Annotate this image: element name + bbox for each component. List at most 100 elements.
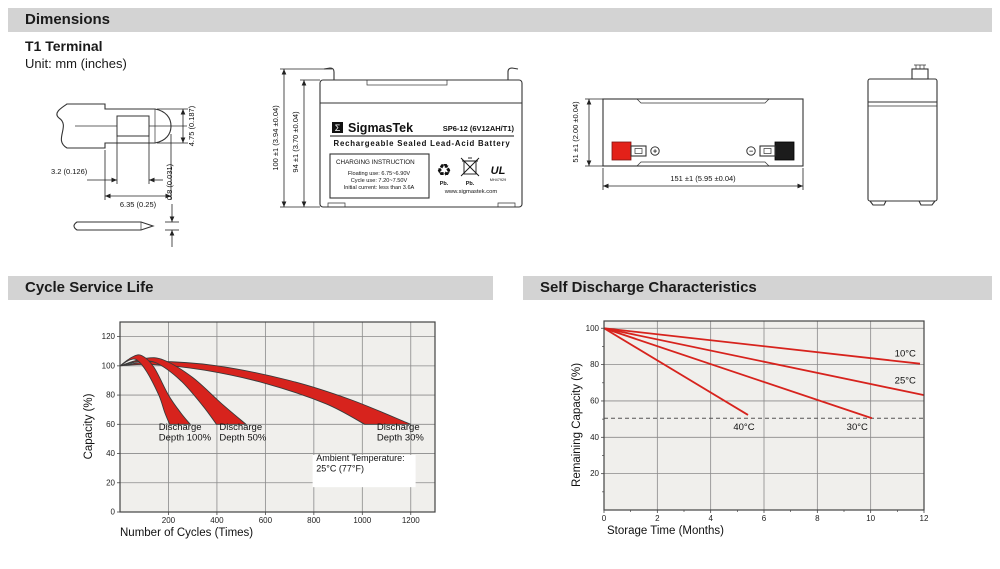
x-axis-label: Number of Cycles (Times) <box>120 527 253 539</box>
website: www.sigmastek.com <box>444 189 498 195</box>
svg-text:100: 100 <box>586 324 600 333</box>
svg-text:8: 8 <box>815 514 820 523</box>
charging-line-3: Initial current: less than 3.6A <box>344 185 415 191</box>
x-axis-label: Storage Time (Months) <box>607 525 724 537</box>
svg-text:800: 800 <box>307 516 321 525</box>
svg-text:20: 20 <box>590 469 599 478</box>
recycle-icon: ♻ <box>436 161 451 180</box>
side-terminal <box>911 68 929 80</box>
band <box>119 357 248 425</box>
svg-text:100: 100 <box>102 361 116 370</box>
battery-type-line: Rechargeable Sealed Lead-Acid Battery <box>334 139 511 148</box>
svg-text:Discharge: Discharge <box>219 422 262 433</box>
tick-labels: 0 2 4 6 8 10 12 20 40 60 80 100 <box>586 324 929 523</box>
temperature-label: 25°C <box>895 376 916 387</box>
svg-text:120: 120 <box>102 332 116 341</box>
hole-offset-dim: 3.2 (0.126) <box>51 167 88 176</box>
svg-text:40: 40 <box>106 449 115 458</box>
side-body <box>867 78 938 202</box>
temperature-line <box>603 327 925 397</box>
positive-terminal-block <box>611 141 632 161</box>
battery-front-view: 100 ±1 (3.94 ±0.04) 94 ±1 (3.70 ±0.04) Σ… <box>271 67 523 208</box>
svg-text:200: 200 <box>162 516 176 525</box>
svg-text:Depth 50%: Depth 50% <box>219 433 267 444</box>
charging-line-2: Cycle use: 7.20~7.50V <box>351 178 408 184</box>
svg-text:60: 60 <box>590 396 599 405</box>
svg-text:0: 0 <box>111 508 116 517</box>
terminal-side-profile <box>73 221 155 231</box>
charging-line-1: Floating use: 6.75~6.90V <box>348 171 411 177</box>
discharge-depth-bands <box>119 354 411 425</box>
negative-faston-tab <box>759 145 776 157</box>
svg-text:60: 60 <box>106 420 115 429</box>
recycle-pb-label: Pb. <box>440 181 449 187</box>
svg-text:2: 2 <box>655 514 660 523</box>
svg-text:80: 80 <box>106 391 115 400</box>
sigma-logo-icon: Σ <box>335 123 341 133</box>
unit-note: Unit: mm (inches) <box>25 56 127 71</box>
svg-text:25°C (77°F): 25°C (77°F) <box>316 463 364 473</box>
temperature-label: 10°C <box>895 348 916 359</box>
brand-logo-square <box>332 122 343 133</box>
band <box>119 361 411 425</box>
terminal-hole <box>116 115 150 137</box>
svg-text:Discharge: Discharge <box>377 422 420 433</box>
self-discharge-header: Self Discharge Characteristics <box>523 276 992 300</box>
temperature-line <box>603 327 921 365</box>
temperature-label: 30°C <box>847 422 868 433</box>
svg-text:10: 10 <box>866 514 875 523</box>
chart-annotation: Ambient Temperature:25°C (77°F) <box>312 453 416 488</box>
svg-text:−: − <box>749 149 753 156</box>
band <box>119 354 192 425</box>
charging-instruction-box <box>329 153 430 199</box>
svg-text:Depth 30%: Depth 30% <box>377 433 425 444</box>
svg-text:600: 600 <box>259 516 273 525</box>
temperature-lines: 10°C 25°C 30°C 40°C <box>603 327 925 433</box>
tab-width-dim: 6.35 (0.25) <box>120 200 157 209</box>
battery-top-view: + − 51 ±1 (2.00 ±0.04) 151 ±1 (5.95 ±0.0… <box>571 98 804 190</box>
top-view-height-dim: 51 ±1 (2.00 ±0.04) <box>571 101 580 163</box>
plot-border <box>119 321 436 513</box>
top-recess <box>636 98 770 104</box>
top-view-body <box>602 98 804 167</box>
temperature-line <box>603 327 873 420</box>
svg-text:0: 0 <box>602 514 607 523</box>
positive-faston-tab <box>630 145 647 157</box>
y-axis-label: Remaining Capacity (%) <box>571 363 583 487</box>
left-terminal-tab <box>323 67 335 80</box>
model-number: SP6-12 (6V12AH/T1) <box>443 124 515 133</box>
plus-polarity-icon: + <box>650 146 660 156</box>
side-feet <box>869 200 936 206</box>
svg-text:80: 80 <box>590 360 599 369</box>
svg-text:12: 12 <box>920 514 929 523</box>
y-axis-label: Capacity (%) <box>83 393 95 459</box>
ul-mark-icon: UL <box>491 165 506 177</box>
svg-text:Depth 100%: Depth 100% <box>159 433 212 444</box>
thickness-dim: 0.8 (0.031) <box>165 163 174 200</box>
tick-labels: 200 400 600 800 1000 1200 0 20 40 60 80 100 120 <box>102 332 421 525</box>
crossed-bin-icon <box>460 157 480 177</box>
svg-text:40: 40 <box>590 433 599 442</box>
svg-text:1200: 1200 <box>402 516 420 525</box>
svg-text:Discharge: Discharge <box>159 422 202 433</box>
temperature-label: 40°C <box>733 422 754 433</box>
lid-slot <box>366 79 448 86</box>
battery-feet <box>327 202 516 207</box>
height-outer-dim: 100 ±1 (3.94 ±0.04) <box>271 105 280 171</box>
self-discharge-chart: 10°C 25°C 30°C 40°C 0 2 4 6 8 10 12 20 40 60 80 100 Stor… <box>571 320 929 537</box>
svg-text:1000: 1000 <box>353 516 371 525</box>
terminal-drawing: 3.2 (0.126) 6.35 (0.25) 4.75 (0.187) 0.8… <box>51 103 196 247</box>
ul-file-number: MH47929 <box>490 178 506 182</box>
bin-pb-label: Pb. <box>466 181 475 187</box>
svg-text:400: 400 <box>210 516 224 525</box>
dimensions-section-header: Dimensions <box>8 8 992 32</box>
negative-terminal-block <box>774 141 795 161</box>
bottom-recess <box>636 161 770 167</box>
tab-height-dim: 4.75 (0.187) <box>187 105 196 146</box>
temperature-line <box>603 327 749 416</box>
svg-text:6: 6 <box>762 514 767 523</box>
brand-name: SigmasTek <box>348 121 413 135</box>
